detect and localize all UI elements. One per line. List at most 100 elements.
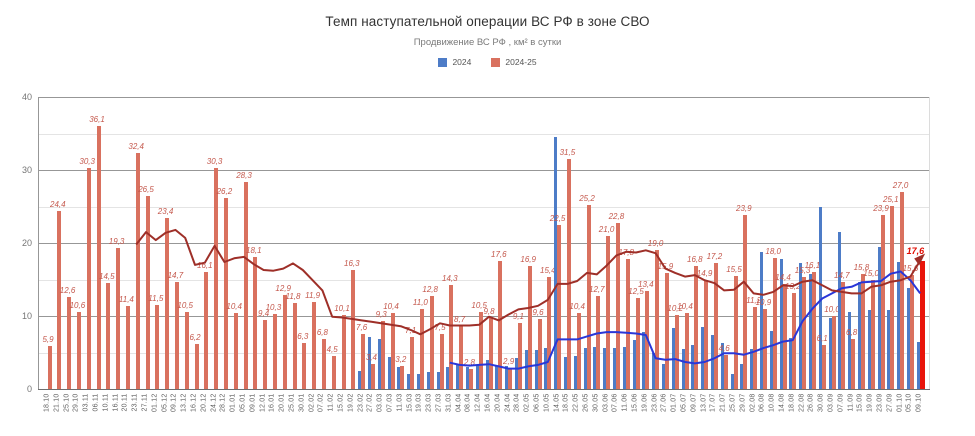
- bar-2024[interactable]: [387, 356, 391, 389]
- bar-2024-25[interactable]: [596, 296, 601, 389]
- bar-2024-25[interactable]: [155, 305, 160, 389]
- bar-2024-25[interactable]: [47, 345, 52, 389]
- bar-2024-25[interactable]: [400, 365, 405, 389]
- bar-2024-25[interactable]: [488, 317, 493, 389]
- bar-2024-25[interactable]: [782, 283, 787, 389]
- bar-2024-25[interactable]: [704, 280, 709, 389]
- bar-2024-25[interactable]: [684, 313, 689, 389]
- bar-2024-25[interactable]: [253, 256, 258, 389]
- bar-2024-25[interactable]: [331, 356, 336, 389]
- bar-2024-25[interactable]: [468, 368, 473, 389]
- bar-2024[interactable]: [367, 337, 371, 389]
- bar-2024[interactable]: [416, 373, 420, 389]
- bar-2024-25[interactable]: [753, 307, 758, 389]
- bar-2024[interactable]: [475, 364, 479, 389]
- bar-2024-25[interactable]: [645, 291, 650, 389]
- bar-2024-25[interactable]: [174, 281, 179, 389]
- bar-2024-25[interactable]: [361, 333, 366, 389]
- bar-2024[interactable]: [456, 364, 460, 389]
- bar-2024-25[interactable]: [606, 235, 611, 389]
- bar-2024-25[interactable]: [537, 318, 542, 389]
- bar-2024-25[interactable]: [870, 279, 875, 389]
- bar-2024[interactable]: [465, 367, 469, 389]
- bar-2024-25[interactable]: [282, 294, 287, 389]
- bar-2024-25[interactable]: [449, 284, 454, 389]
- bar-2024-25[interactable]: [625, 259, 630, 389]
- bar-2024-25[interactable]: [909, 275, 914, 389]
- bar-2024-25[interactable]: [508, 367, 513, 389]
- bar-2024-25[interactable]: [635, 297, 640, 389]
- bar-2024-25[interactable]: [380, 321, 385, 389]
- bar-2024-25[interactable]: [125, 305, 130, 389]
- bar-2024-25[interactable]: [410, 337, 415, 389]
- bar-2024-25[interactable]: [243, 182, 248, 389]
- bar-2024-25[interactable]: [165, 218, 170, 389]
- bar-2024-25[interactable]: [860, 273, 865, 389]
- bar-2024[interactable]: [573, 356, 577, 389]
- bar-2024-25[interactable]: [272, 313, 277, 389]
- bar-2024-25[interactable]: [478, 312, 483, 389]
- bar-2024[interactable]: [407, 374, 411, 389]
- bar-2024[interactable]: [377, 338, 381, 389]
- bar-2024[interactable]: [514, 357, 518, 389]
- bar-2024-25[interactable]: [96, 125, 101, 389]
- bar-2024[interactable]: [730, 373, 734, 389]
- bar-2024-25[interactable]: [370, 364, 375, 389]
- bar-2024-25[interactable]: [890, 205, 895, 389]
- bar-2024-25[interactable]: [547, 276, 552, 389]
- bar-2024-25[interactable]: [439, 334, 444, 389]
- bar-2024-25[interactable]: [527, 265, 532, 389]
- bar-2024-25[interactable]: [762, 309, 767, 389]
- bar-2024[interactable]: [740, 363, 744, 389]
- bar-2024[interactable]: [436, 372, 440, 389]
- bar-2024[interactable]: [524, 350, 528, 389]
- bar-2024-25[interactable]: [733, 275, 738, 389]
- bar-2024[interactable]: [446, 367, 450, 389]
- bar-2024-25[interactable]: [664, 272, 669, 389]
- bar-2024[interactable]: [426, 371, 430, 389]
- bar-2024-25[interactable]: [321, 339, 326, 389]
- bar-2024-25[interactable]: [802, 277, 807, 389]
- bar-2024-25[interactable]: [233, 313, 238, 389]
- bar-2024-25[interactable]: [429, 295, 434, 389]
- bar-2024-25[interactable]: [792, 292, 797, 389]
- bar-2024-25[interactable]: [67, 297, 72, 389]
- bar-2024[interactable]: [358, 370, 362, 389]
- bar-2024-25[interactable]: [517, 322, 522, 389]
- bar-2024-25[interactable]: [900, 191, 905, 389]
- bar-2024-25[interactable]: [586, 205, 591, 389]
- bar-2024-25[interactable]: [694, 266, 699, 389]
- bar-2024-25[interactable]: [263, 320, 268, 389]
- bar-2024-25[interactable]: [655, 250, 660, 389]
- bar-2024-25[interactable]: [831, 316, 836, 389]
- bar-2024-25[interactable]: [86, 167, 91, 389]
- bar-2024-25[interactable]: [851, 339, 856, 389]
- bar-2024-25[interactable]: [76, 311, 81, 389]
- bar-2024-25[interactable]: [498, 260, 503, 389]
- bar-2024-25[interactable]: [57, 210, 62, 389]
- bar-2024-25[interactable]: [292, 302, 297, 389]
- bar-2024-25[interactable]: [184, 312, 189, 389]
- bar-2024-25[interactable]: [674, 314, 679, 389]
- bar-2024-25[interactable]: [919, 260, 925, 389]
- bar-2024-25[interactable]: [204, 271, 209, 389]
- bar-2024-25[interactable]: [557, 224, 562, 389]
- bar-2024-25[interactable]: [194, 343, 199, 389]
- bar-2024[interactable]: [652, 353, 656, 389]
- bar-2024-25[interactable]: [223, 197, 228, 389]
- bar-2024-25[interactable]: [145, 195, 150, 389]
- bar-2024-25[interactable]: [341, 315, 346, 389]
- bar-2024-25[interactable]: [713, 263, 718, 389]
- bar-2024[interactable]: [485, 359, 489, 389]
- bar-2024[interactable]: [495, 366, 499, 389]
- bar-2024-25[interactable]: [106, 283, 111, 389]
- legend-item-2024[interactable]: 2024: [438, 57, 471, 67]
- bar-2024-25[interactable]: [390, 313, 395, 389]
- bar-2024-25[interactable]: [214, 167, 219, 389]
- bar-2024-25[interactable]: [723, 355, 728, 389]
- bar-2024[interactable]: [661, 363, 665, 389]
- bar-2024-25[interactable]: [811, 271, 816, 389]
- bar-2024-25[interactable]: [576, 313, 581, 389]
- bar-2024-25[interactable]: [880, 214, 885, 389]
- bar-2024[interactable]: [534, 350, 538, 389]
